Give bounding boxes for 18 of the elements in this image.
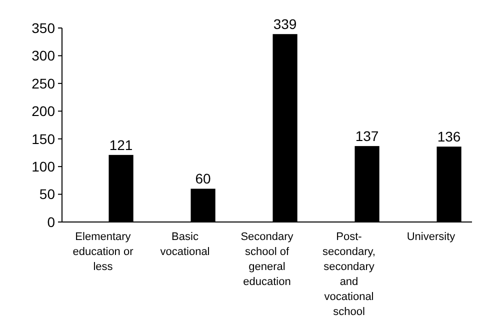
data-label: 136 (437, 128, 461, 145)
x-tick-label: University (406, 231, 456, 243)
x-tick-label: Basic vocational (160, 231, 210, 258)
y-tick-label: 300 (32, 48, 56, 64)
data-label: 137 (355, 128, 379, 144)
data-label: 60 (195, 170, 212, 187)
y-tick-label: 50 (39, 186, 56, 202)
y-tick-label: 0 (47, 214, 56, 230)
y-tick-label: 350 (32, 20, 56, 36)
y-tick-label: 100 (32, 158, 56, 174)
x-tick-label: Elementary education or less (72, 231, 134, 273)
y-tick-label: 250 (32, 75, 56, 92)
y-tick-label: 200 (32, 103, 56, 120)
x-tick-label: Secondary school of general education (240, 231, 294, 288)
x-tick-label: Post-secondary, secondary and vocational school (322, 231, 376, 318)
y-tick-label: 150 (32, 130, 56, 147)
data-label: 339 (273, 16, 297, 32)
data-label: 121 (109, 136, 133, 153)
